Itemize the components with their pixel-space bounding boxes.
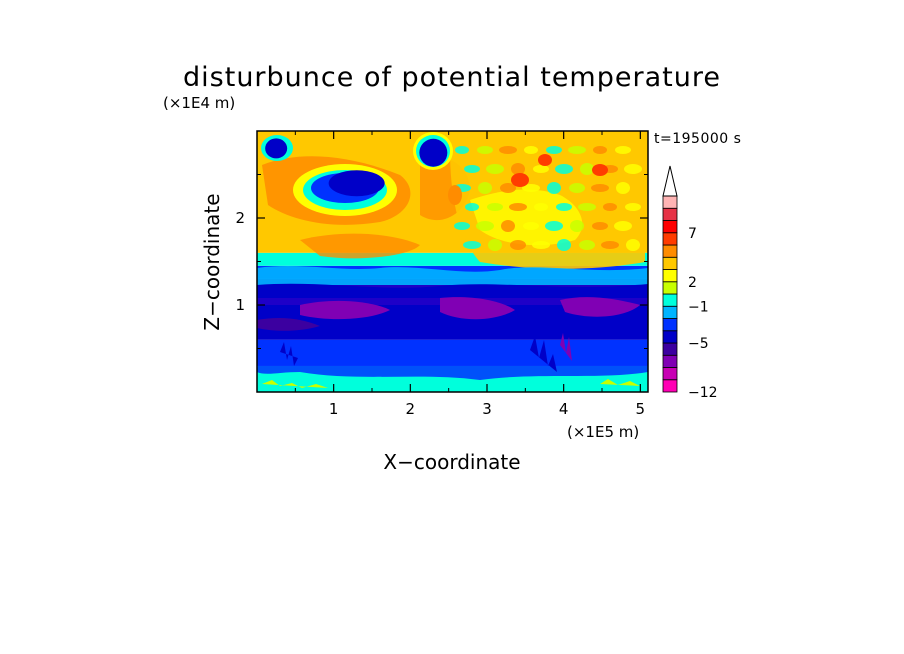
x-axis-title: X−coordinate bbox=[383, 450, 520, 474]
colorbar-swatch-12 bbox=[662, 232, 678, 246]
colorbar-extend-arrow bbox=[662, 165, 678, 197]
x-tick-label: 1 bbox=[329, 400, 339, 418]
vortex-feature-1 bbox=[419, 138, 448, 167]
colorbar-swatch-1 bbox=[662, 367, 678, 381]
colorbar-tick-label: −1 bbox=[688, 299, 709, 315]
colorbar-tick-label: 2 bbox=[688, 275, 697, 291]
colorbar-swatch-6 bbox=[662, 305, 678, 319]
colorbar-tick-label: −5 bbox=[688, 336, 709, 352]
x-tick-label: 4 bbox=[559, 400, 569, 418]
x-tick-label: 2 bbox=[406, 400, 416, 418]
x-tick-label: 3 bbox=[482, 400, 492, 418]
colorbar-swatch-14 bbox=[662, 207, 678, 221]
colorbar-swatch-5 bbox=[662, 318, 678, 332]
time-label: t=195000 s bbox=[654, 131, 741, 147]
colorbar: 7 2 −1 −5 −12 bbox=[662, 165, 718, 401]
colorbar-swatch-0 bbox=[662, 379, 678, 393]
y-axis-title: Z−coordinate bbox=[200, 193, 224, 330]
colorbar-swatch-3 bbox=[662, 342, 678, 356]
vortex-features bbox=[265, 138, 448, 197]
vortex-feature-0 bbox=[328, 170, 385, 197]
colorbar-swatch-2 bbox=[662, 354, 678, 368]
x-axis-ticks: 1 2 3 4 5 bbox=[294, 131, 646, 418]
x-unit-label: (×1E5 m) bbox=[567, 423, 639, 441]
plot-area bbox=[257, 131, 648, 392]
colorbar-swatch-7 bbox=[662, 293, 678, 307]
y-tick-label: 1 bbox=[235, 296, 245, 314]
chart-title: disturbunce of potential temperature bbox=[183, 62, 721, 93]
y-unit-label: (×1E4 m) bbox=[163, 94, 235, 112]
vortex-feature-2 bbox=[265, 138, 288, 159]
colorbar-swatch-8 bbox=[662, 281, 678, 295]
y-tick-label: 2 bbox=[235, 209, 245, 227]
colorbar-swatch-10 bbox=[662, 256, 678, 270]
colorbar-swatch-9 bbox=[662, 269, 678, 283]
x-tick-label: 5 bbox=[636, 400, 646, 418]
colorbar-tick-label: −12 bbox=[688, 385, 718, 401]
colorbar-tick-label: 7 bbox=[688, 226, 697, 242]
colorbar-swatch-15 bbox=[662, 195, 678, 209]
y-axis-ticks: 12 bbox=[235, 174, 648, 349]
colorbar-swatch-11 bbox=[662, 244, 678, 258]
colorbar-swatch-13 bbox=[662, 220, 678, 234]
colorbar-swatch-4 bbox=[662, 330, 678, 344]
